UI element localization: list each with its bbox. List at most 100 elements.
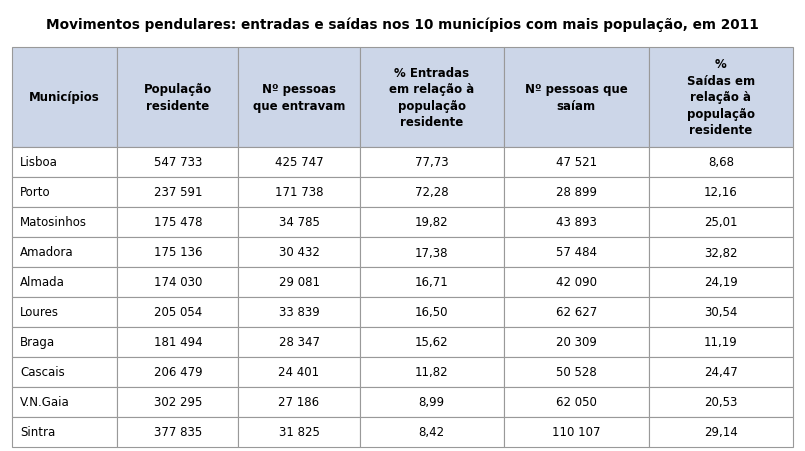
Bar <box>238 48 360 147</box>
Bar <box>504 48 649 147</box>
Text: 77,73: 77,73 <box>415 156 448 169</box>
Text: 8,68: 8,68 <box>708 156 734 169</box>
Bar <box>118 238 238 267</box>
Text: V.N.Gaia: V.N.Gaia <box>20 396 70 409</box>
Text: 12,16: 12,16 <box>704 186 737 199</box>
Text: 8,99: 8,99 <box>419 396 445 409</box>
Text: 24 401: 24 401 <box>279 366 320 379</box>
Bar <box>118 48 238 147</box>
Text: Loures: Loures <box>20 306 59 319</box>
Text: 28 347: 28 347 <box>279 336 320 349</box>
Bar <box>360 297 504 327</box>
Text: 29,14: 29,14 <box>704 426 737 438</box>
Bar <box>360 207 504 238</box>
Bar <box>649 357 793 387</box>
Bar <box>12 267 118 297</box>
Bar <box>118 387 238 417</box>
Bar <box>118 297 238 327</box>
Text: 62 627: 62 627 <box>555 306 597 319</box>
Text: 547 733: 547 733 <box>154 156 202 169</box>
Bar <box>649 147 793 178</box>
Text: 33 839: 33 839 <box>279 306 320 319</box>
Bar <box>238 327 360 357</box>
Text: 34 785: 34 785 <box>279 216 320 229</box>
Text: População
residente: População residente <box>144 83 212 112</box>
Text: 206 479: 206 479 <box>154 366 202 379</box>
Text: 205 054: 205 054 <box>154 306 202 319</box>
Bar <box>118 147 238 178</box>
Bar <box>360 417 504 447</box>
Bar <box>12 207 118 238</box>
Bar <box>360 147 504 178</box>
Bar <box>12 357 118 387</box>
Text: % Entradas
em relação à
população
residente: % Entradas em relação à população reside… <box>389 67 474 129</box>
Text: 302 295: 302 295 <box>154 396 202 409</box>
Text: Nº pessoas
que entravam: Nº pessoas que entravam <box>253 83 345 112</box>
Bar <box>649 238 793 267</box>
Bar <box>649 297 793 327</box>
Text: 175 478: 175 478 <box>154 216 202 229</box>
Bar <box>504 238 649 267</box>
Text: 30 432: 30 432 <box>279 246 320 259</box>
Bar <box>12 147 118 178</box>
Bar <box>238 297 360 327</box>
Bar <box>238 267 360 297</box>
Bar <box>649 178 793 207</box>
Text: 110 107: 110 107 <box>552 426 601 438</box>
Text: 24,19: 24,19 <box>704 276 737 289</box>
Text: 30,54: 30,54 <box>704 306 737 319</box>
Bar <box>649 327 793 357</box>
Text: 171 738: 171 738 <box>275 186 324 199</box>
Text: Movimentos pendulares: entradas e saídas nos 10 municípios com mais população, e: Movimentos pendulares: entradas e saídas… <box>46 18 759 32</box>
Text: 16,71: 16,71 <box>415 276 448 289</box>
Text: Nº pessoas que
saíam: Nº pessoas que saíam <box>525 83 628 112</box>
Bar <box>238 357 360 387</box>
Text: 72,28: 72,28 <box>415 186 448 199</box>
Bar <box>118 417 238 447</box>
Bar <box>12 327 118 357</box>
Text: 174 030: 174 030 <box>154 276 202 289</box>
Bar <box>238 387 360 417</box>
Bar <box>238 178 360 207</box>
Text: 27 186: 27 186 <box>279 396 320 409</box>
Bar <box>238 207 360 238</box>
Bar <box>118 207 238 238</box>
Bar <box>360 267 504 297</box>
Bar <box>504 327 649 357</box>
Text: 237 591: 237 591 <box>154 186 202 199</box>
Text: Braga: Braga <box>20 336 55 349</box>
Text: 29 081: 29 081 <box>279 276 320 289</box>
Bar <box>118 178 238 207</box>
Text: %
Saídas em
relação à
população
residente: % Saídas em relação à população resident… <box>687 58 755 137</box>
Text: 15,62: 15,62 <box>415 336 448 349</box>
Bar <box>360 178 504 207</box>
Text: Matosinhos: Matosinhos <box>20 216 87 229</box>
Bar <box>118 327 238 357</box>
Bar <box>118 357 238 387</box>
Text: Almada: Almada <box>20 276 65 289</box>
Text: 425 747: 425 747 <box>275 156 324 169</box>
Bar <box>360 238 504 267</box>
Text: 25,01: 25,01 <box>704 216 737 229</box>
Text: 43 893: 43 893 <box>555 216 597 229</box>
Bar <box>238 238 360 267</box>
Text: Cascais: Cascais <box>20 366 64 379</box>
Text: 20,53: 20,53 <box>704 396 737 409</box>
Bar <box>504 417 649 447</box>
Text: 57 484: 57 484 <box>555 246 597 259</box>
Bar <box>360 387 504 417</box>
Bar <box>12 48 118 147</box>
Bar <box>504 267 649 297</box>
Text: 42 090: 42 090 <box>555 276 597 289</box>
Bar <box>649 48 793 147</box>
Text: 62 050: 62 050 <box>555 396 597 409</box>
Bar <box>360 327 504 357</box>
Text: 377 835: 377 835 <box>154 426 202 438</box>
Text: 11,19: 11,19 <box>704 336 737 349</box>
Bar <box>360 357 504 387</box>
Text: 17,38: 17,38 <box>415 246 448 259</box>
Bar <box>238 147 360 178</box>
Bar <box>12 238 118 267</box>
Text: 31 825: 31 825 <box>279 426 320 438</box>
Text: Lisboa: Lisboa <box>20 156 58 169</box>
